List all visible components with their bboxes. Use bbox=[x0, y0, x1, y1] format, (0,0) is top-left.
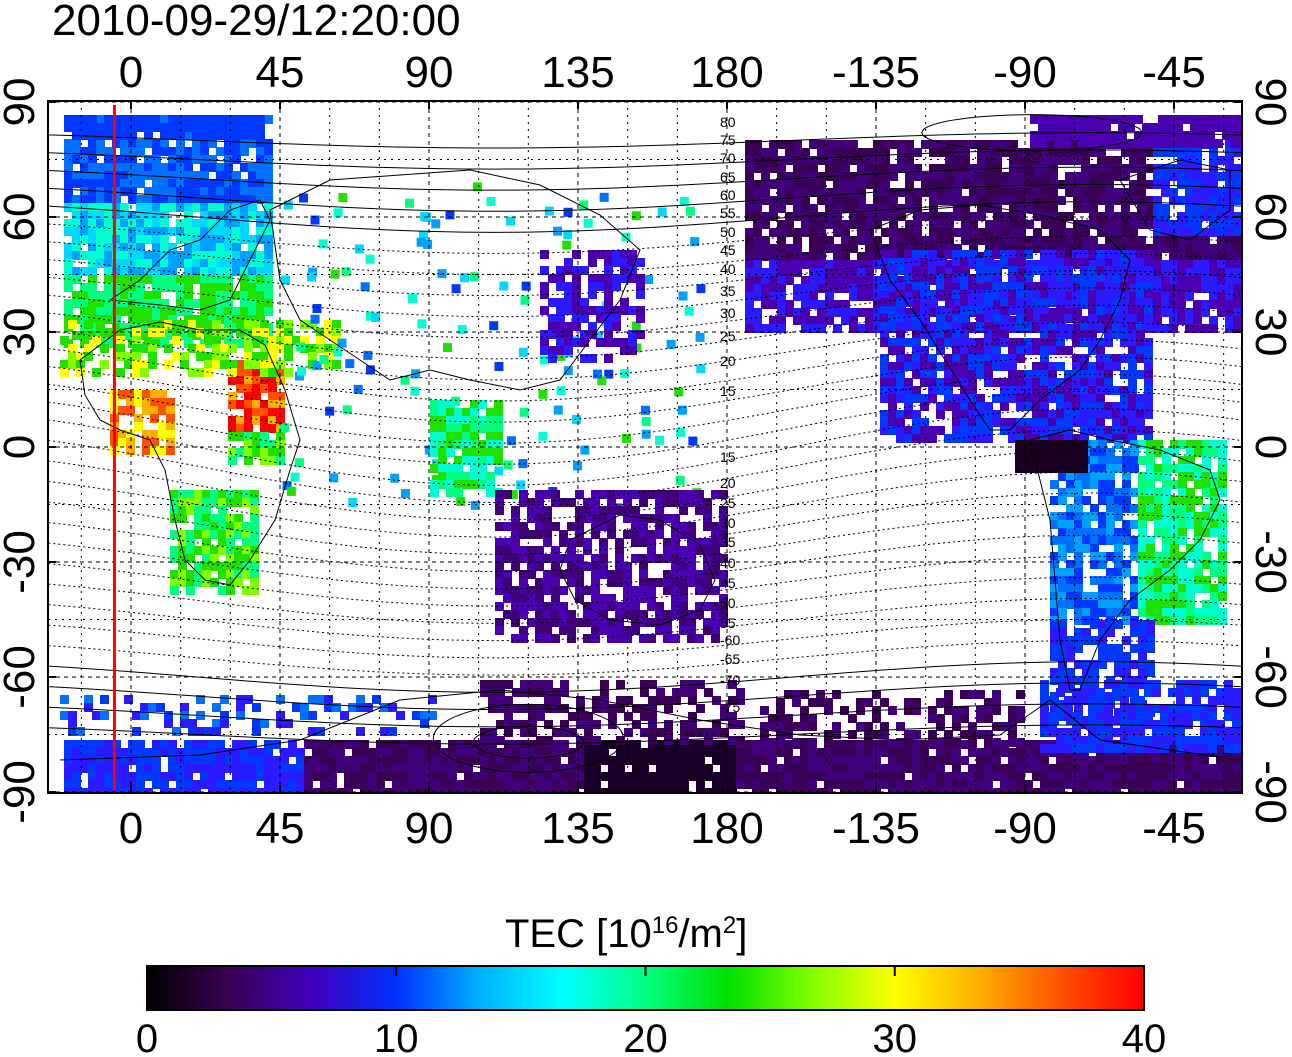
colorbar-title-suffix: ] bbox=[736, 912, 748, 956]
bottom-lon-tick-label: 180 bbox=[690, 804, 763, 853]
right-lat-tick-label: 90 bbox=[1246, 78, 1292, 127]
contour-label: 15 bbox=[720, 383, 736, 399]
bottom-lon-tick-label: -135 bbox=[832, 804, 920, 853]
contour-label: 70 bbox=[720, 150, 736, 166]
left-latitude-ticks: 90 60 30 0 -30 -60 -90 bbox=[0, 78, 44, 824]
contour-label: 50 bbox=[720, 595, 736, 611]
colorbar-ticks: 0 10 20 30 40 bbox=[136, 966, 1166, 1057]
bottom-lon-tick-label: 135 bbox=[541, 804, 614, 853]
contour-label: 55 bbox=[720, 615, 736, 631]
contour-label: 40 bbox=[720, 555, 736, 571]
right-lat-tick-label: 60 bbox=[1246, 193, 1292, 242]
contour-label: 50 bbox=[720, 224, 736, 240]
contour-label: -60 bbox=[720, 632, 740, 648]
top-lon-tick-label: -45 bbox=[1142, 48, 1206, 97]
left-lat-tick-label: 90 bbox=[0, 78, 44, 127]
contour-label: 30 bbox=[720, 305, 736, 321]
right-lat-tick-label: 30 bbox=[1246, 308, 1292, 357]
left-lat-tick-label: 0 bbox=[0, 435, 44, 459]
colorbar-tick-label: 0 bbox=[136, 1017, 158, 1057]
left-lat-tick-label: 30 bbox=[0, 308, 44, 357]
bottom-longitude-ticks: 0 45 90 135 180 -135 -90 -45 bbox=[119, 804, 1206, 853]
contour-label: 60 bbox=[720, 187, 736, 203]
contour-label: 20 bbox=[720, 475, 736, 491]
colorbar-title-exp1: 16 bbox=[651, 912, 679, 939]
contour-label: 20 bbox=[720, 353, 736, 369]
top-lon-tick-label: 180 bbox=[690, 48, 763, 97]
contour-label: -75 bbox=[720, 699, 740, 715]
contour-label: 15 bbox=[720, 449, 736, 465]
left-lat-tick-label: -30 bbox=[0, 530, 44, 594]
top-longitude-ticks: 0 45 90 135 180 -135 -90 -45 bbox=[119, 48, 1206, 97]
contour-label: 40 bbox=[720, 261, 736, 277]
right-latitude-ticks: 90 60 30 0 -30 -60 -90 bbox=[1246, 78, 1292, 824]
colorbar-title: TEC [1016/m2] bbox=[505, 903, 747, 957]
contour-label: 25 bbox=[720, 328, 736, 344]
right-lat-tick-label: -30 bbox=[1246, 530, 1292, 594]
contour-label: 45 bbox=[720, 575, 736, 591]
top-lon-tick-label: 0 bbox=[119, 48, 143, 97]
colorbar-title-exp2: 2 bbox=[722, 912, 737, 939]
top-lon-tick-label: -90 bbox=[993, 48, 1057, 97]
contour-label: 80 bbox=[720, 114, 736, 130]
top-lon-tick-label: 90 bbox=[405, 48, 454, 97]
top-lon-tick-label: 45 bbox=[256, 48, 305, 97]
contour-label: 25 bbox=[720, 495, 736, 511]
bottom-lon-tick-label: -45 bbox=[1142, 804, 1206, 853]
colorbar-tick-label: 10 bbox=[374, 1017, 419, 1057]
left-lat-tick-label: -60 bbox=[0, 645, 44, 709]
timestamp-title: 2010-09-29/12:20:00 bbox=[52, 0, 461, 45]
contour-label: 35 bbox=[720, 283, 736, 299]
contour-label: 30 bbox=[720, 515, 736, 531]
contour-label: -65 bbox=[720, 651, 740, 667]
left-lat-tick-label: -90 bbox=[0, 760, 44, 824]
colorbar-tick-label: 30 bbox=[873, 1017, 918, 1057]
contour-label: -70 bbox=[720, 672, 740, 688]
contour-label: 35 bbox=[720, 534, 736, 550]
contour-labels: 80 75 70 65 60 55 50 45 40 35 30 25 20 15 15 20 25 30 35 40… bbox=[720, 114, 740, 715]
contour-label: 45 bbox=[720, 242, 736, 258]
contour-label: 55 bbox=[720, 205, 736, 221]
colorbar-title-prefix: TEC [10 bbox=[505, 912, 652, 956]
colorbar-tick-label: 40 bbox=[1122, 1017, 1167, 1057]
top-lon-tick-label: 135 bbox=[541, 48, 614, 97]
colorbar: 0 10 20 30 40 bbox=[136, 965, 1166, 1057]
right-lat-tick-label: -90 bbox=[1246, 760, 1292, 824]
left-lat-tick-label: 60 bbox=[0, 193, 44, 242]
contour-label: 65 bbox=[720, 169, 736, 185]
right-lat-tick-label: -60 bbox=[1246, 645, 1292, 709]
bottom-lon-tick-label: 90 bbox=[405, 804, 454, 853]
colorbar-tick-label: 20 bbox=[623, 1017, 668, 1057]
bottom-lon-tick-label: 45 bbox=[256, 804, 305, 853]
contour-label: 75 bbox=[720, 132, 736, 148]
right-lat-tick-label: 0 bbox=[1246, 435, 1292, 459]
frame-ticks bbox=[48, 101, 1242, 793]
top-lon-tick-label: -135 bbox=[832, 48, 920, 97]
map-panel: 80 75 70 65 60 55 50 45 40 35 30 25 20 15 15 20 25 30 35 40… bbox=[47, 100, 1243, 794]
bottom-lon-tick-label: 0 bbox=[119, 804, 143, 853]
colorbar-title-mid: /m bbox=[678, 912, 723, 956]
bottom-lon-tick-label: -90 bbox=[993, 804, 1057, 853]
tec-data-patches bbox=[60, 115, 1242, 793]
